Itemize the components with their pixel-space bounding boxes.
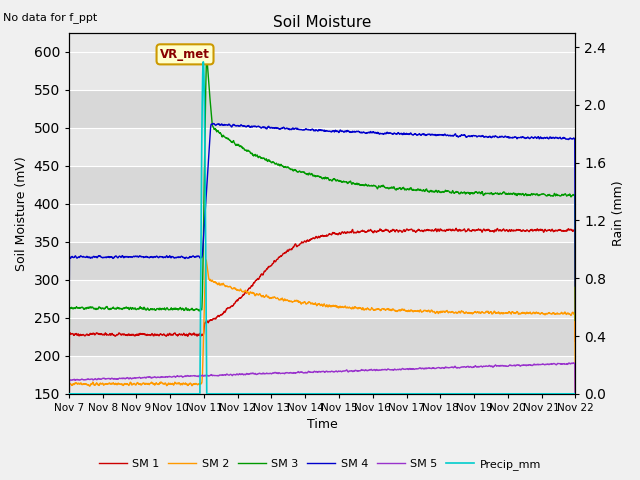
- Precip_mm: [312, 391, 319, 396]
- Bar: [69, 204, 575, 242]
- SM 3: [557, 193, 564, 199]
- SM 3: [557, 193, 564, 199]
- SM 4: [464, 133, 472, 139]
- SM 5: [557, 361, 564, 367]
- SM 1: [298, 240, 305, 245]
- SM 2: [298, 300, 306, 306]
- Line: Precip_mm: Precip_mm: [69, 62, 575, 394]
- SM 5: [464, 364, 472, 370]
- SM 3: [203, 55, 211, 60]
- SM 4: [91, 254, 99, 260]
- SM 4: [65, 354, 73, 360]
- SM 2: [312, 300, 319, 306]
- Precip_mm: [200, 59, 207, 65]
- Precip_mm: [298, 391, 306, 396]
- SM 5: [65, 428, 73, 434]
- SM 4: [572, 283, 579, 289]
- Precip_mm: [464, 391, 472, 396]
- Precip_mm: [557, 391, 564, 396]
- SM 4: [557, 136, 564, 142]
- Bar: [69, 90, 575, 128]
- SM 1: [464, 226, 472, 232]
- Bar: [69, 166, 575, 204]
- SM 2: [91, 382, 99, 388]
- SM 3: [91, 305, 99, 311]
- SM 2: [464, 310, 472, 316]
- SM 5: [311, 369, 319, 375]
- SM 2: [557, 311, 564, 316]
- SM 3: [65, 384, 73, 390]
- Y-axis label: Soil Moisture (mV): Soil Moisture (mV): [15, 156, 28, 271]
- SM 2: [557, 310, 564, 316]
- Legend: SM 1, SM 2, SM 3, SM 4, SM 5, Precip_mm: SM 1, SM 2, SM 3, SM 4, SM 5, Precip_mm: [94, 455, 546, 474]
- SM 1: [557, 227, 564, 233]
- SM 5: [557, 361, 564, 367]
- Precip_mm: [572, 391, 579, 396]
- Y-axis label: Rain (mm): Rain (mm): [612, 180, 625, 246]
- SM 1: [65, 400, 73, 406]
- SM 5: [572, 419, 579, 424]
- Line: SM 4: SM 4: [69, 123, 575, 357]
- SM 2: [65, 430, 73, 435]
- Text: No data for f_ppt: No data for f_ppt: [3, 12, 97, 23]
- SM 1: [91, 332, 99, 337]
- Text: VR_met: VR_met: [160, 48, 210, 61]
- Bar: [69, 51, 575, 90]
- Bar: [69, 128, 575, 166]
- X-axis label: Time: Time: [307, 419, 337, 432]
- SM 5: [298, 370, 305, 375]
- SM 1: [572, 338, 579, 344]
- Line: SM 2: SM 2: [69, 260, 575, 432]
- Title: Soil Moisture: Soil Moisture: [273, 15, 371, 30]
- SM 3: [312, 174, 319, 180]
- SM 5: [91, 376, 99, 382]
- Precip_mm: [91, 391, 99, 396]
- Bar: [69, 242, 575, 280]
- SM 4: [210, 120, 218, 126]
- SM 1: [311, 235, 319, 241]
- SM 3: [572, 317, 579, 323]
- SM 5: [570, 360, 577, 366]
- SM 2: [572, 388, 579, 394]
- Bar: [69, 318, 575, 356]
- Line: SM 1: SM 1: [69, 228, 575, 403]
- Precip_mm: [557, 391, 564, 396]
- SM 3: [464, 190, 472, 195]
- SM 1: [452, 226, 460, 231]
- Bar: [69, 356, 575, 394]
- SM 4: [312, 128, 319, 133]
- Precip_mm: [65, 391, 73, 396]
- SM 4: [557, 135, 564, 141]
- SM 1: [557, 227, 564, 233]
- Bar: [69, 280, 575, 318]
- SM 3: [298, 169, 306, 175]
- SM 4: [298, 127, 306, 132]
- SM 2: [202, 257, 210, 263]
- Line: SM 3: SM 3: [69, 58, 575, 387]
- Line: SM 5: SM 5: [69, 363, 575, 431]
